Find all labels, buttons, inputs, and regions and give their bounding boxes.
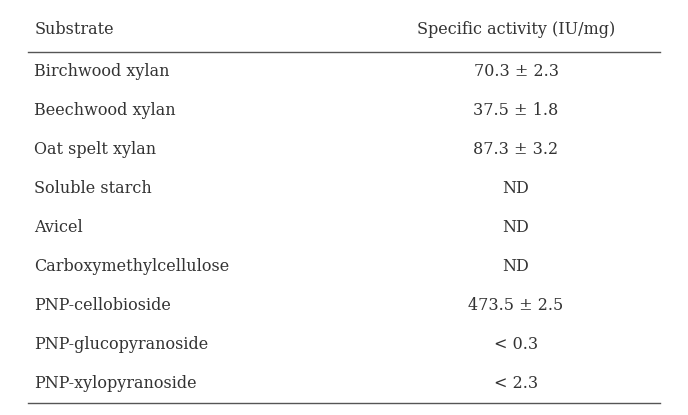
- Text: ND: ND: [503, 219, 529, 236]
- Text: PNP-xylopyranoside: PNP-xylopyranoside: [34, 375, 197, 392]
- Text: < 2.3: < 2.3: [494, 375, 538, 392]
- Text: ND: ND: [503, 258, 529, 275]
- Text: Substrate: Substrate: [34, 21, 114, 37]
- Text: 37.5 ± 1.8: 37.5 ± 1.8: [473, 102, 559, 119]
- Text: Soluble starch: Soluble starch: [34, 180, 152, 197]
- Text: 70.3 ± 2.3: 70.3 ± 2.3: [473, 63, 559, 80]
- Text: PNP-cellobioside: PNP-cellobioside: [34, 297, 171, 314]
- Text: Oat spelt xylan: Oat spelt xylan: [34, 141, 157, 158]
- Text: Avicel: Avicel: [34, 219, 83, 236]
- Text: Beechwood xylan: Beechwood xylan: [34, 102, 176, 119]
- Text: 473.5 ± 2.5: 473.5 ± 2.5: [469, 297, 563, 314]
- Text: Carboxymethylcellulose: Carboxymethylcellulose: [34, 258, 230, 275]
- Text: ND: ND: [503, 180, 529, 197]
- Text: Specific activity (IU/mg): Specific activity (IU/mg): [417, 21, 615, 37]
- Text: Birchwood xylan: Birchwood xylan: [34, 63, 170, 80]
- Text: < 0.3: < 0.3: [494, 336, 538, 353]
- Text: 87.3 ± 3.2: 87.3 ± 3.2: [473, 141, 559, 158]
- Text: PNP-glucopyranoside: PNP-glucopyranoside: [34, 336, 208, 353]
